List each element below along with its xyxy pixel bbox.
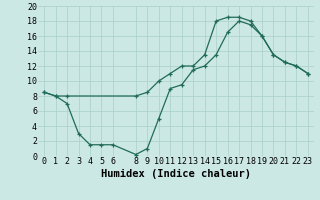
X-axis label: Humidex (Indice chaleur): Humidex (Indice chaleur)	[101, 169, 251, 179]
